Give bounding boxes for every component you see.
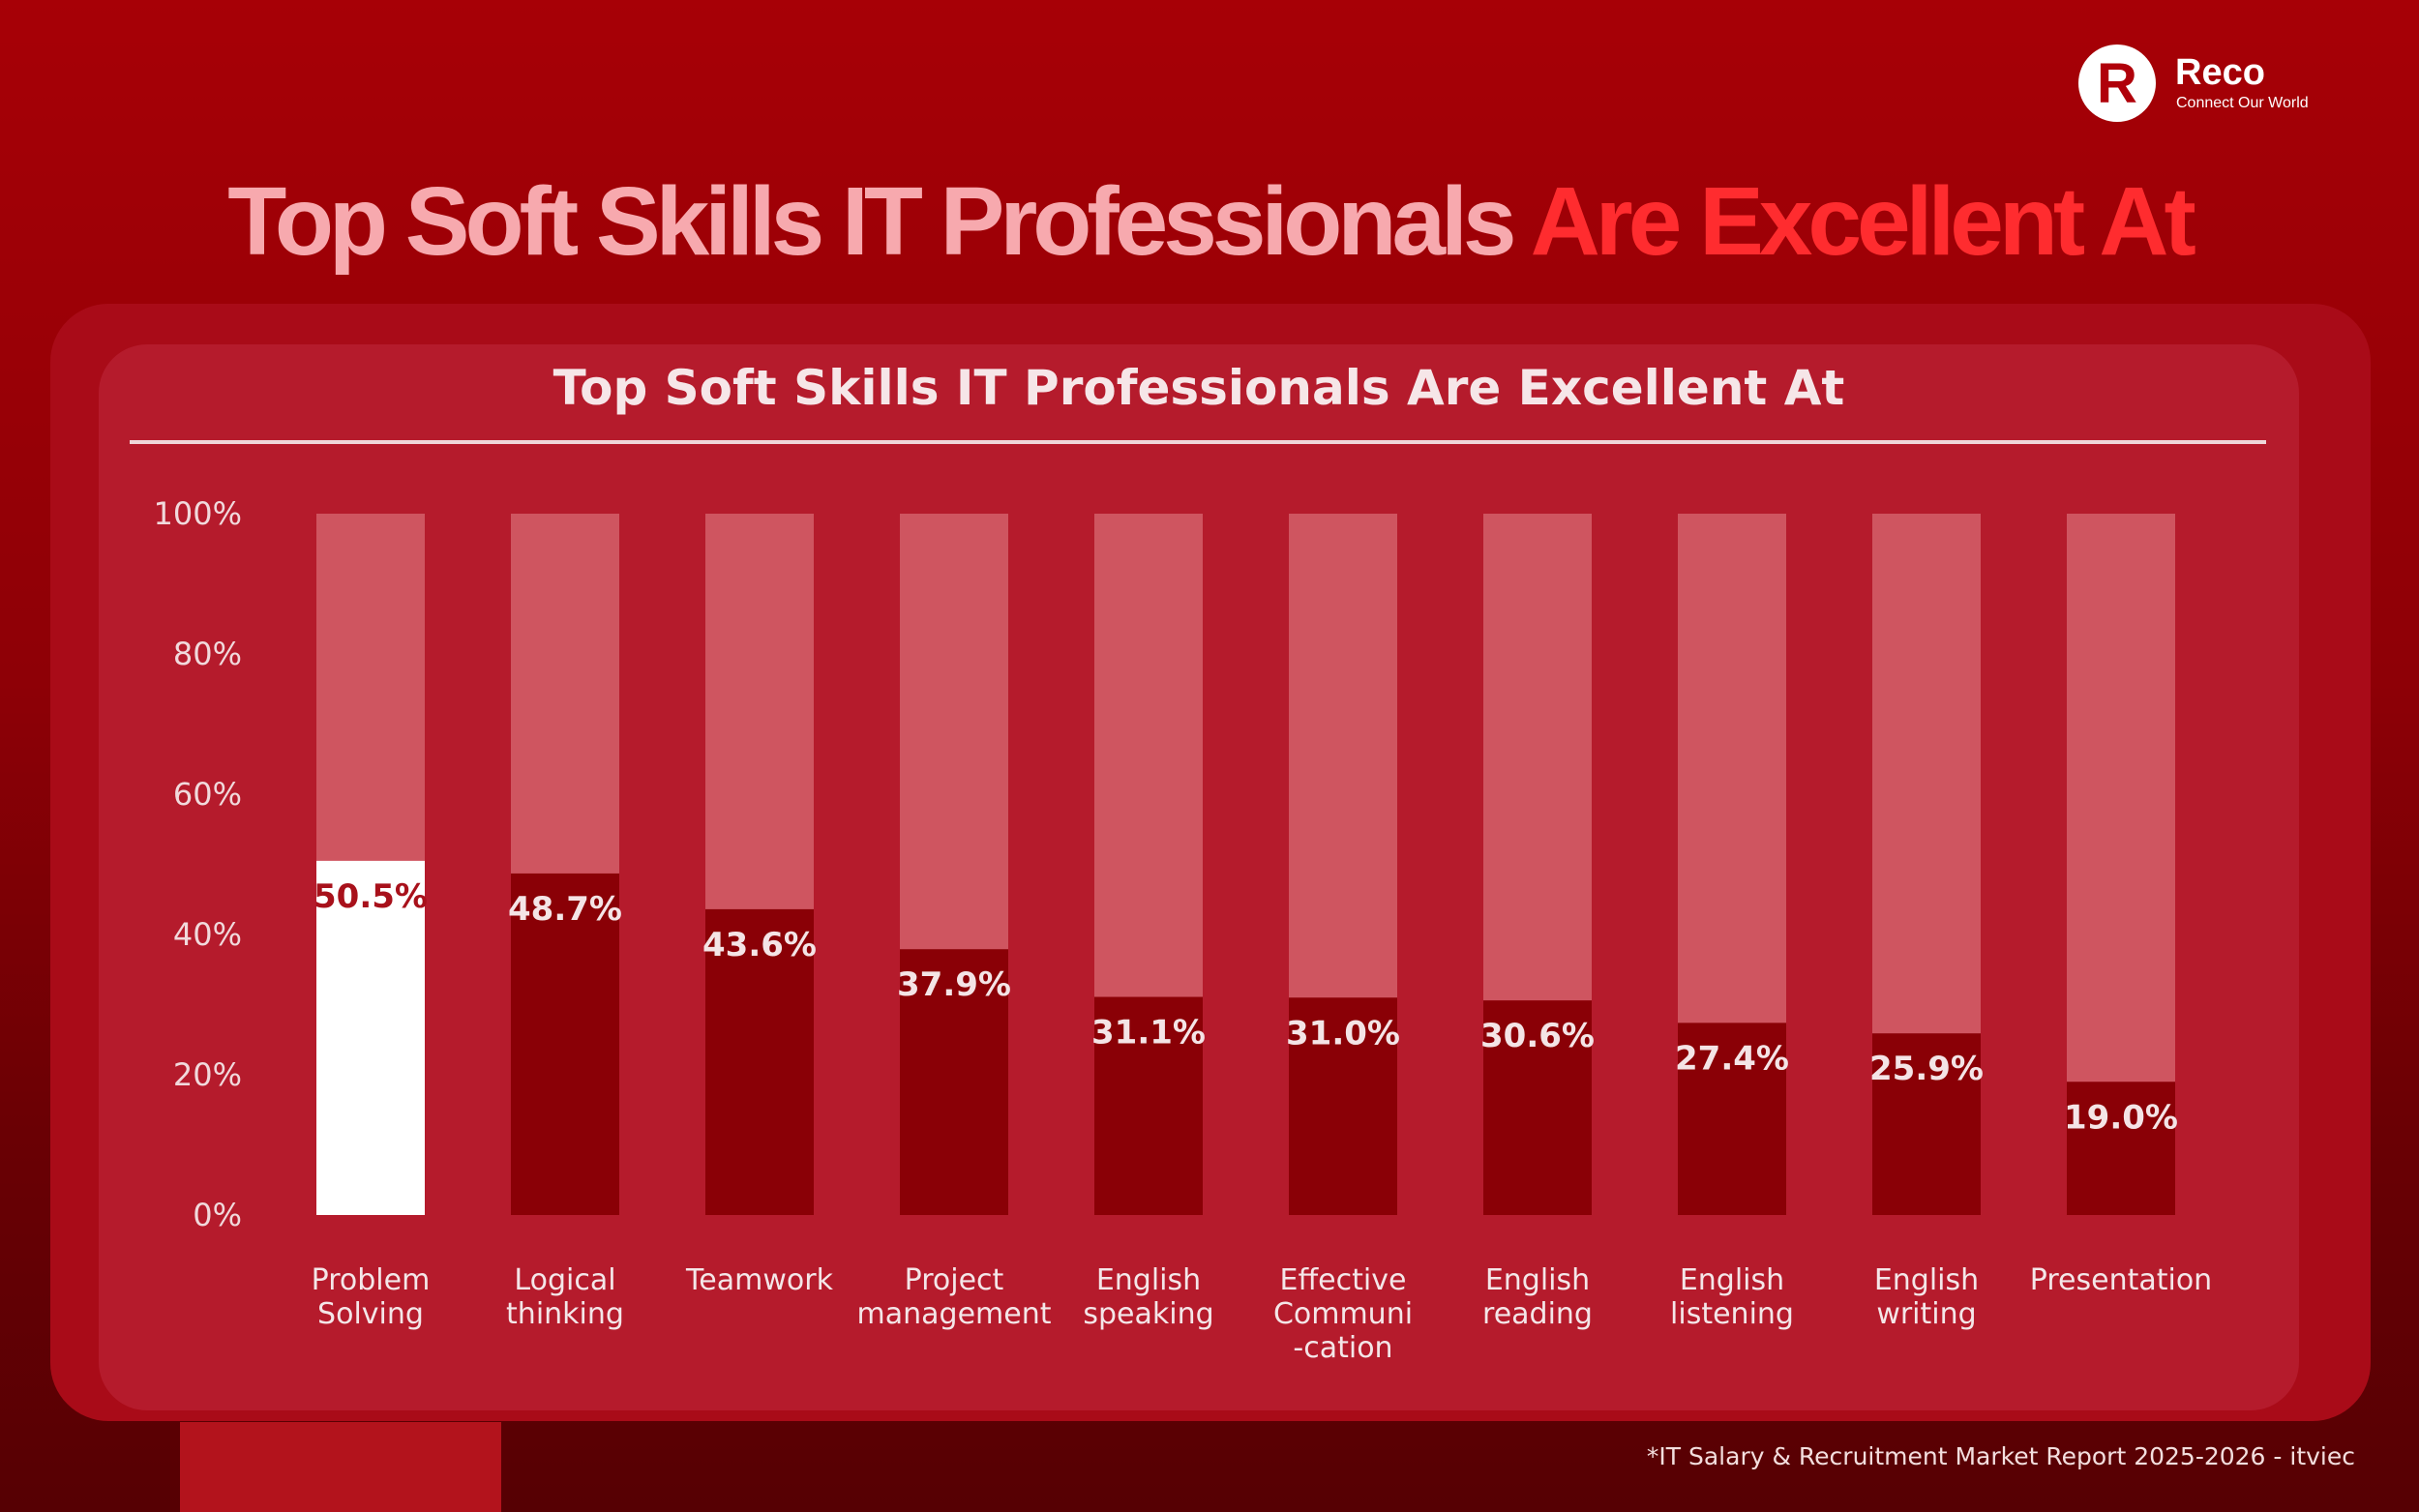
logo-mark-icon: R — [2078, 44, 2156, 122]
y-tick-label: 0% — [193, 1197, 242, 1233]
data-label: 43.6% — [702, 926, 817, 964]
x-tick-label: English listening — [1670, 1263, 1794, 1331]
bar — [1872, 1033, 1981, 1215]
data-label: 19.0% — [2064, 1098, 2178, 1137]
x-tick-label: Problem Solving — [312, 1263, 431, 1331]
brand-tagline: Connect Our World — [2176, 95, 2309, 111]
page-headline: Top Soft Skills IT Professionals Are Exc… — [0, 166, 2419, 278]
data-label: 27.4% — [1675, 1039, 1789, 1078]
y-tick-label: 80% — [173, 636, 242, 672]
data-label: 50.5% — [314, 877, 428, 916]
data-label: 25.9% — [1869, 1050, 1984, 1088]
bars: 50.5% 48.7% 43.6% 37.9% 31.1% 31.0% 30.6% 27.4%… — [314, 514, 2178, 1215]
bar — [705, 908, 814, 1215]
brand-logo: R Reco Connect Our World — [2078, 44, 2330, 124]
x-tick-label: Teamwork — [685, 1263, 834, 1297]
x-tick-label: English speaking — [1083, 1263, 1213, 1331]
x-tick-label: Logical thinking — [506, 1263, 624, 1331]
bar — [1483, 1000, 1592, 1215]
x-tick-label: Project management — [857, 1263, 1052, 1331]
data-label: 48.7% — [508, 890, 622, 929]
y-axis: 0% 20% 40% 60% 80% 100% — [154, 495, 242, 1233]
headline-part-2: Are Excellent At — [1530, 167, 2196, 276]
bar — [1289, 997, 1397, 1215]
x-tick-label: English writing — [1874, 1263, 1979, 1331]
data-label: 31.0% — [1286, 1014, 1400, 1052]
x-tick-label: English reading — [1482, 1263, 1593, 1331]
bar — [511, 873, 619, 1215]
bar — [900, 949, 1008, 1215]
headline-part-1: Top Soft Skills IT Professionals — [227, 167, 1516, 276]
y-tick-label: 60% — [173, 776, 242, 813]
bar — [316, 860, 425, 1215]
y-tick-label: 20% — [173, 1056, 242, 1093]
x-tick-label: Presentation — [2030, 1263, 2212, 1297]
bar — [1678, 1023, 1786, 1215]
y-tick-label: 40% — [173, 916, 242, 953]
data-label: 31.1% — [1091, 1014, 1206, 1052]
x-axis: Problem Solving Logical thinking Teamwork Pro… — [312, 1263, 2213, 1365]
title-divider — [130, 440, 2266, 444]
source-footnote: *IT Salary & Recruitment Market Report 2… — [1646, 1442, 2355, 1470]
bar — [2067, 1082, 2175, 1215]
bar — [1094, 996, 1203, 1215]
data-label: 30.6% — [1480, 1017, 1595, 1055]
brand-name: Reco — [2175, 52, 2265, 93]
x-tick-label: Effective Communi -cation — [1273, 1263, 1413, 1365]
y-tick-label: 100% — [154, 495, 242, 532]
data-label: 37.9% — [897, 965, 1011, 1004]
footer-accent-block — [180, 1422, 501, 1512]
chart-title: Top Soft Skills IT Professionals Are Exc… — [552, 360, 1845, 416]
